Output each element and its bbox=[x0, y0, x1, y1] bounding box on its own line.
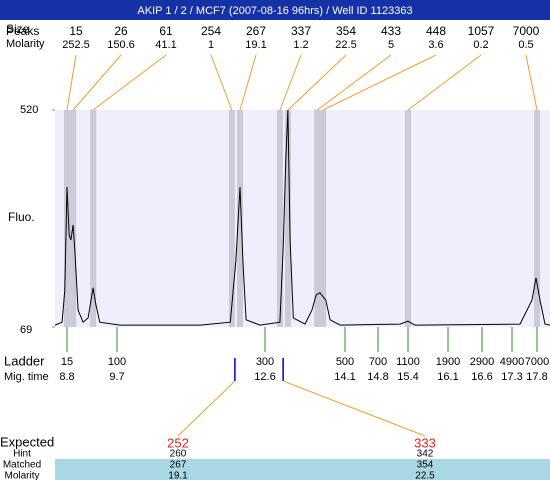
row-value: 342 bbox=[417, 449, 434, 460]
ladder-time: 17.3 bbox=[501, 371, 522, 383]
peak-connector bbox=[66, 54, 77, 111]
ladder-time: 14.1 bbox=[334, 371, 355, 383]
ladder-size: 1900 bbox=[436, 356, 460, 368]
peak-molarity: 0.2 bbox=[473, 39, 488, 51]
expected-label: Expected bbox=[0, 434, 54, 449]
plot-area bbox=[55, 110, 550, 327]
trace bbox=[54, 109, 550, 326]
peak-molarity: 3.6 bbox=[428, 39, 443, 51]
peak-size: 337 bbox=[291, 24, 311, 38]
peak-band bbox=[534, 110, 540, 327]
peak-molarity: 252.5 bbox=[62, 39, 90, 51]
row-label: Hint bbox=[13, 449, 31, 460]
peak-connector bbox=[239, 54, 257, 111]
peak-size: 1057 bbox=[468, 24, 495, 38]
peak-connector bbox=[279, 54, 302, 111]
peak-band bbox=[320, 110, 327, 327]
row-value: 22.5 bbox=[415, 471, 435, 480]
row-label: Matched bbox=[3, 460, 41, 471]
ladder-size: 500 bbox=[336, 356, 354, 368]
peak-connector bbox=[72, 54, 122, 111]
peak-connector bbox=[287, 54, 347, 111]
peak-connector bbox=[210, 54, 233, 111]
peak-molarity: 5 bbox=[388, 39, 394, 51]
peak-connector bbox=[322, 54, 437, 111]
ladder-time: 15.4 bbox=[397, 371, 418, 383]
ladder-label: Ladder bbox=[4, 353, 45, 368]
peak-band bbox=[276, 110, 283, 327]
peak-molarity: 1.2 bbox=[293, 39, 308, 51]
y-tick-label: 69 bbox=[20, 324, 32, 336]
row-label: Size bbox=[6, 22, 30, 36]
expected-connector bbox=[282, 380, 426, 437]
peak-band bbox=[70, 110, 77, 327]
peak-molarity: 0.5 bbox=[518, 39, 533, 51]
peak-molarity: 1 bbox=[208, 39, 214, 51]
peak-size: 26 bbox=[114, 24, 128, 38]
peak-connector bbox=[92, 54, 167, 111]
ladder-size: 700 bbox=[369, 356, 387, 368]
highlight-rows bbox=[55, 459, 550, 480]
peak-size: 354 bbox=[336, 24, 356, 38]
peak-molarity: 41.1 bbox=[155, 39, 176, 51]
ladder-size: 100 bbox=[108, 356, 126, 368]
ladder-size: 2900 bbox=[470, 356, 494, 368]
peak-molarity: 22.5 bbox=[335, 39, 356, 51]
y-axis-label: Fluo. bbox=[8, 210, 35, 224]
ladder-size: 1100 bbox=[396, 356, 420, 368]
ladder-size: 4900 bbox=[500, 356, 524, 368]
expected-value: 333 bbox=[414, 435, 436, 450]
ladder-time: 16.6 bbox=[471, 371, 492, 383]
row-value: 354 bbox=[417, 460, 434, 471]
peak-size: 254 bbox=[201, 24, 221, 38]
peak-size: 7000 bbox=[513, 24, 540, 38]
ladder-time: 16.1 bbox=[437, 371, 458, 383]
header-bar bbox=[0, 0, 550, 20]
row-label: Peaks bbox=[6, 24, 39, 38]
peak-size: 15 bbox=[69, 24, 83, 38]
ladder-size: 300 bbox=[256, 356, 274, 368]
peak-connector bbox=[407, 54, 482, 111]
peak-band bbox=[64, 110, 70, 327]
peak-size: 448 bbox=[426, 24, 446, 38]
peak-connector bbox=[525, 54, 538, 111]
peak-size: 433 bbox=[381, 24, 401, 38]
row-value: 260 bbox=[170, 449, 187, 460]
ladder-time: 12.6 bbox=[254, 371, 275, 383]
row-label: Molarity bbox=[4, 471, 39, 480]
peak-band bbox=[90, 110, 97, 327]
row-value: 267 bbox=[170, 460, 187, 471]
peak-band bbox=[228, 110, 235, 327]
peak-size: 61 bbox=[159, 24, 173, 38]
expected-value: 252 bbox=[167, 435, 189, 450]
peak-molarity: 150.6 bbox=[107, 39, 135, 51]
peak-molarity: 19.1 bbox=[245, 39, 266, 51]
y-tick-label: 520 bbox=[20, 104, 38, 116]
peak-size: 267 bbox=[246, 24, 266, 38]
ladder-size: 15 bbox=[61, 356, 73, 368]
ladder-time: 17.8 bbox=[526, 371, 547, 383]
peak-connector bbox=[316, 54, 392, 111]
mig-time-label: Mig. time bbox=[4, 371, 49, 383]
peak-band bbox=[314, 110, 321, 327]
row-value: 19.1 bbox=[168, 471, 188, 480]
peak-band bbox=[405, 110, 411, 327]
header-title: AKIP 1 / 2 / MCF7 (2007-08-16 96hrs) / W… bbox=[137, 5, 412, 17]
row-label: Molarity bbox=[6, 38, 45, 50]
ladder-time: 14.8 bbox=[367, 371, 388, 383]
ladder-size: 7000 bbox=[525, 356, 549, 368]
expected-connector bbox=[177, 380, 236, 437]
ladder-time: 8.8 bbox=[59, 371, 74, 383]
peak-band bbox=[236, 110, 243, 327]
ladder-time: 9.7 bbox=[109, 371, 124, 383]
peak-band bbox=[284, 110, 291, 327]
